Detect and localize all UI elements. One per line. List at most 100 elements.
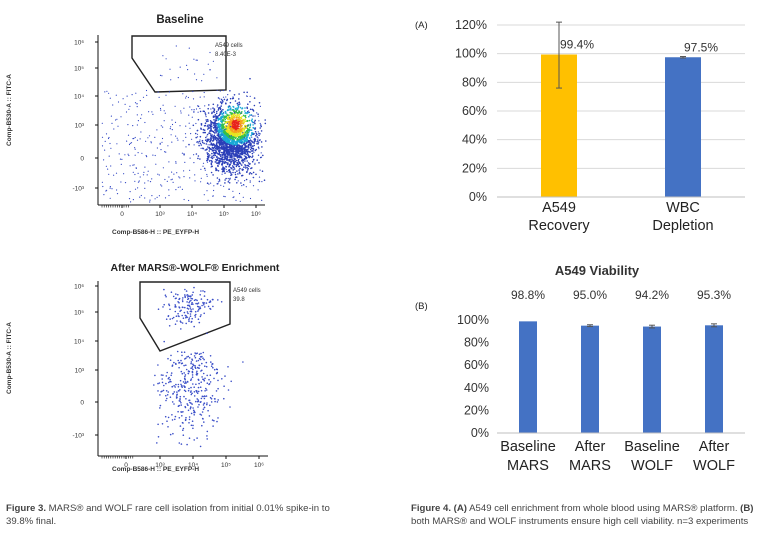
- event-dot: [108, 155, 110, 157]
- event-dot: [216, 144, 218, 147]
- event-dot: [142, 96, 145, 98]
- event-dot: [224, 375, 226, 377]
- event-dot: [110, 115, 112, 117]
- event-dot: [211, 144, 214, 147]
- event-dot: [169, 318, 171, 320]
- event-dot: [196, 352, 198, 354]
- event-dot: [214, 137, 216, 139]
- event-dot: [176, 394, 178, 396]
- event-dot: [183, 176, 185, 178]
- event-dot: [220, 112, 223, 114]
- event-dot: [200, 181, 202, 183]
- event-dot: [238, 130, 241, 132]
- baseline-y-axis-label: Comp-B530-A :: FITC-A: [6, 74, 13, 146]
- event-dot: [184, 295, 186, 298]
- event-dot: [243, 132, 245, 134]
- event-dot: [215, 122, 217, 125]
- event-dot: [181, 299, 184, 301]
- event-dot: [134, 136, 136, 139]
- event-dot: [229, 135, 231, 137]
- event-dot: [129, 191, 131, 193]
- event-dot: [241, 107, 243, 110]
- event-dot: [226, 149, 229, 152]
- event-dot: [241, 138, 244, 141]
- y-tick-label: -10³: [72, 186, 84, 193]
- event-dot: [240, 125, 243, 127]
- event-dot: [237, 138, 239, 141]
- event-dot: [185, 382, 187, 384]
- event-dot: [190, 379, 192, 381]
- event-dot: [177, 186, 179, 188]
- event-dot: [228, 120, 230, 123]
- event-dot: [181, 372, 184, 375]
- event-dot: [211, 111, 213, 114]
- event-dot: [217, 149, 219, 151]
- event-dot: [158, 96, 160, 98]
- event-dot: [208, 155, 210, 158]
- event-dot: [251, 160, 254, 163]
- event-dot: [184, 374, 187, 376]
- event-dot: [249, 123, 252, 125]
- x-tick-label: 0: [120, 211, 124, 218]
- event-dot: [212, 154, 215, 157]
- event-dot: [208, 378, 210, 381]
- event-dot: [206, 182, 209, 184]
- event-dot: [228, 150, 231, 152]
- event-dot: [206, 138, 209, 141]
- event-dot: [218, 161, 220, 163]
- event-dot: [254, 163, 256, 165]
- event-dot: [172, 316, 175, 319]
- event-dot: [249, 148, 252, 151]
- event-dot: [116, 193, 119, 195]
- event-dot: [175, 397, 178, 399]
- event-dot: [216, 126, 219, 128]
- event-dot: [198, 357, 201, 360]
- event-dot: [237, 180, 239, 182]
- event-dot: [141, 114, 143, 116]
- event-dot: [182, 317, 185, 319]
- event-dot: [136, 124, 138, 126]
- event-dot: [206, 298, 209, 301]
- event-dot: [228, 105, 231, 107]
- event-dot: [207, 63, 209, 65]
- event-dot: [241, 159, 244, 162]
- bar: [643, 326, 661, 433]
- panel-label: (A): [415, 20, 428, 31]
- event-dot: [247, 147, 249, 149]
- event-dot: [198, 403, 200, 406]
- event-dot: [235, 165, 238, 168]
- event-dot: [219, 130, 221, 133]
- baseline-flow-plot: 10⁶ 10⁵ 10⁴ 10³ 0 -10³ 0 10³ 10⁴ 10⁵ 10⁶: [40, 30, 280, 240]
- y-tick-label: 120%: [455, 18, 487, 32]
- event-dot: [225, 128, 227, 130]
- event-dot: [205, 116, 207, 118]
- event-dot: [206, 438, 208, 440]
- event-dot: [246, 137, 249, 139]
- event-dot: [183, 372, 185, 374]
- event-dot: [216, 372, 218, 374]
- event-dot: [191, 365, 194, 368]
- event-dot: [193, 386, 195, 388]
- event-dot: [232, 148, 235, 151]
- event-dot: [245, 186, 247, 188]
- event-dot: [160, 125, 162, 127]
- event-dot: [259, 133, 261, 135]
- event-dot: [169, 128, 171, 130]
- event-dot: [224, 172, 226, 174]
- event-dot: [236, 170, 238, 172]
- event-dot: [178, 390, 180, 392]
- event-dot: [192, 424, 194, 427]
- event-dot: [231, 137, 234, 140]
- event-dot: [212, 107, 214, 109]
- event-dot: [252, 115, 254, 117]
- event-dot: [101, 181, 103, 183]
- event-dot: [201, 141, 204, 144]
- event-dot: [245, 157, 248, 160]
- event-dot: [196, 299, 198, 302]
- event-dot: [243, 158, 246, 161]
- event-dot: [187, 409, 190, 412]
- event-dot: [242, 168, 244, 171]
- event-dot: [194, 132, 197, 135]
- event-dot: [156, 196, 158, 198]
